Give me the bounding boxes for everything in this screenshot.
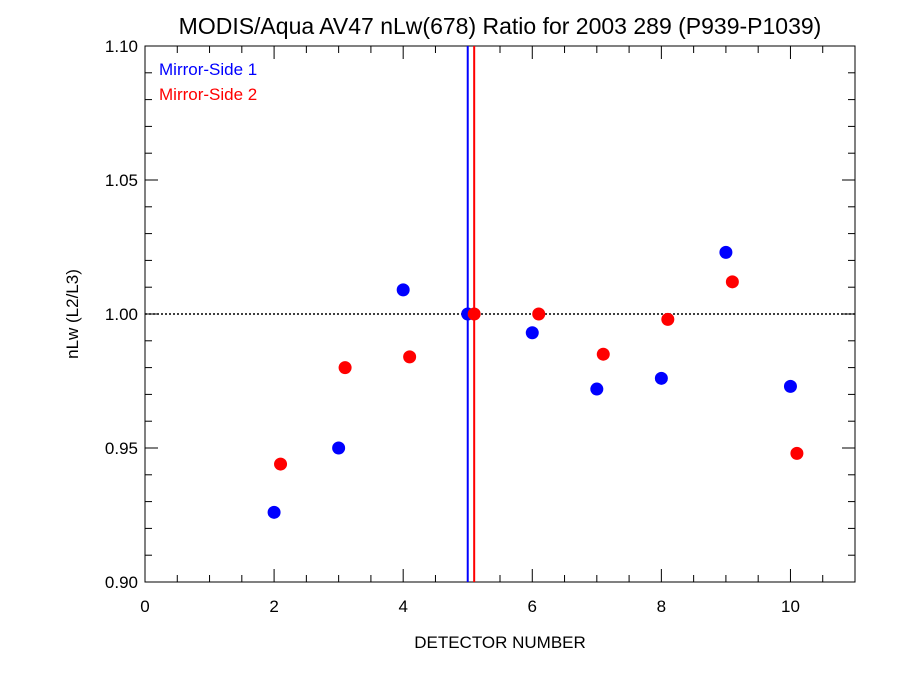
data-point [532,307,546,321]
data-point [596,347,610,361]
plot-frame [144,45,856,583]
y-tick-label: 0.95 [105,439,138,458]
x-tick-label: 6 [528,597,537,616]
x-tick-label: 2 [269,597,278,616]
data-point [467,307,481,321]
data-point [725,275,739,289]
data-point [338,361,352,375]
x-axis-label: DETECTOR NUMBER [414,633,586,652]
data-point [267,505,281,519]
data-point [783,379,797,393]
y-axis-label: nLw (L2/L3) [63,269,82,359]
data-point [332,441,346,455]
y-tick-label: 1.05 [105,171,138,190]
data-point [274,457,288,471]
legend-entry: Mirror-Side 2 [159,85,257,104]
data-point [661,312,675,326]
y-tick-label: 0.90 [105,573,138,592]
tick-layer: 0 2 4 6 8 10 0.90 0.95 1.00 1.05 1.10 [105,37,856,616]
legend: Mirror-Side 1 Mirror-Side 2 [159,60,257,104]
data-point [654,371,668,385]
x-tick-label: 0 [140,597,149,616]
x-tick-label: 8 [657,597,666,616]
data-point [590,382,604,396]
y-tick-label: 1.10 [105,37,138,56]
data-point [403,350,417,364]
data-point [525,326,539,340]
legend-entry: Mirror-Side 1 [159,60,257,79]
data-point [790,446,804,460]
data-points [267,245,804,519]
data-point [396,283,410,297]
x-tick-label: 10 [781,597,800,616]
data-point [719,245,733,259]
chart-title: MODIS/Aqua AV47 nLw(678) Ratio for 2003 … [179,13,822,39]
y-tick-label: 1.00 [105,305,138,324]
x-tick-label: 4 [398,597,407,616]
